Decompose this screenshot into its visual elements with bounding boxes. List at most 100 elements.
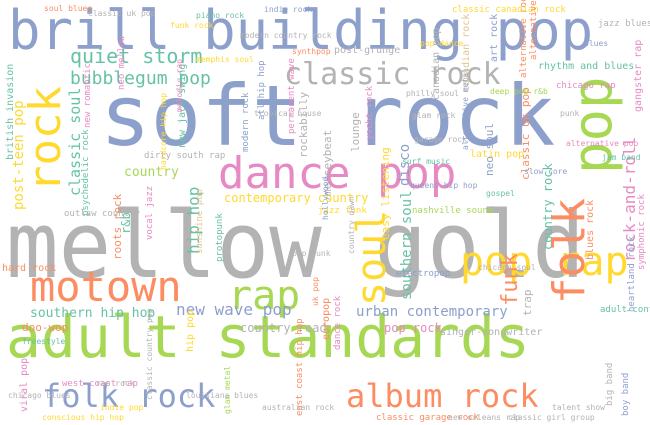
cloud-word: mellow gold <box>6 192 585 299</box>
cloud-word: electropop <box>396 269 451 279</box>
cloud-word: easy listening <box>379 147 392 240</box>
cloud-word: hard rock <box>2 263 57 274</box>
cloud-word: philly soul <box>406 89 459 98</box>
cloud-word: country dawn <box>347 196 356 254</box>
cloud-word: folk rock <box>42 377 216 415</box>
cloud-word: dirty south rap <box>144 151 226 161</box>
cloud-word: country road <box>240 321 327 335</box>
cloud-word: symphonic rock <box>637 194 647 270</box>
cloud-word: lounge <box>349 112 362 152</box>
cloud-word: singer-songwriter <box>440 327 543 338</box>
cloud-word: yacht rock <box>365 85 375 140</box>
cloud-word: soft rock <box>100 67 556 165</box>
cloud-word: alternative pop <box>566 139 639 148</box>
cloud-word: southern hip hop <box>30 306 156 321</box>
cloud-word: memphis soul <box>196 55 254 64</box>
cloud-word: hip pop <box>185 309 196 352</box>
cloud-word: classic garage rock <box>376 413 479 423</box>
cloud-word: pop punk <box>292 249 331 258</box>
cloud-word: chicago blues <box>8 391 71 400</box>
cloud-word: europop <box>321 297 332 340</box>
cloud-word: dance rock <box>333 295 343 350</box>
cloud-word: classic country pop <box>145 308 154 400</box>
cloud-word: bubblegum pop <box>70 68 211 89</box>
cloud-word: funk rock <box>170 21 214 30</box>
cloud-word: big band <box>605 362 615 406</box>
cloud-word: gospel <box>486 189 515 198</box>
cloud-word: louisiana blues <box>186 391 259 400</box>
cloud-word: synthpop <box>292 47 331 56</box>
cloud-word: australian rock <box>262 403 335 412</box>
cloud-word: country <box>124 165 179 180</box>
cloud-word: east coast hip hop <box>295 318 305 416</box>
cloud-word: classic canadian rock <box>452 5 566 15</box>
cloud-word: slow core <box>524 167 568 176</box>
cloud-word: indie rock <box>264 5 313 14</box>
cloud-word: modern country rock <box>240 31 332 40</box>
cloud-word: alternative dance <box>529 0 539 60</box>
cloud-word: tropical house <box>254 109 322 118</box>
cloud-word: funk <box>498 253 523 306</box>
cloud-word: new wave pop <box>176 300 292 319</box>
cloud-word: queens hip hop <box>410 181 478 190</box>
cloud-word: doo-wop <box>22 321 69 334</box>
cloud-word: classic uk pop <box>88 9 156 18</box>
cloud-word: surf music <box>402 157 451 166</box>
cloud-word: hardcore hip hop <box>159 92 168 170</box>
cloud-word: post-grunge <box>334 45 401 56</box>
cloud-word: urban contemporary <box>356 304 508 320</box>
cloud-word: album rock <box>346 377 539 415</box>
cloud-word: pop dance <box>420 39 464 48</box>
cloud-word: new orleans rap <box>448 413 521 422</box>
cloud-word: freestyle <box>22 337 66 346</box>
cloud-word: sunshine pop <box>195 188 205 254</box>
cloud-word: west coast rap <box>62 379 138 389</box>
cloud-word: conscious hip hop <box>42 413 124 422</box>
cloud-word: vocal jazz <box>145 185 155 240</box>
cloud-word: pop rap <box>460 239 629 285</box>
cloud-word: blues rock <box>585 199 596 260</box>
cloud-word: heartland rock <box>627 236 637 312</box>
cloud-word: rap <box>228 273 301 319</box>
cloud-word: adult contemporary <box>600 305 650 315</box>
cloud-word: brill building pop <box>8 0 594 62</box>
cloud-word: deep pop r&b <box>490 87 548 96</box>
cloud-word: dance pop <box>218 148 457 199</box>
cloud-word: melodic rap <box>175 59 184 112</box>
cloud-word: soul blues <box>44 4 93 13</box>
cloud-word: quiet storm <box>70 44 203 68</box>
cloud-word: garage rock <box>414 135 467 144</box>
cloud-word: country rock <box>541 163 555 250</box>
cloud-word: british invasion <box>5 63 16 160</box>
cloud-word: blues <box>584 39 609 48</box>
cloud-word: chicago rap <box>556 81 616 91</box>
cloud-word: jam band <box>602 153 641 162</box>
cloud-word: uk pop <box>311 277 320 306</box>
cloud-word: modern rock <box>241 92 251 152</box>
cloud-word: new romantic <box>83 62 93 128</box>
cloud-word: viral pop <box>19 357 30 412</box>
cloud-word: gangster rap <box>633 39 644 112</box>
cloud-word: punk <box>560 109 580 118</box>
cloud-word: rock <box>20 86 71 192</box>
cloud-word: nashville sound <box>412 206 494 216</box>
cloud-word: art rock <box>489 13 500 62</box>
cloud-word: glam rock <box>412 111 456 120</box>
cloud-word: glam metal <box>223 365 232 414</box>
cloud-word: adult standards <box>6 303 530 371</box>
cloud-word: trap <box>521 289 534 317</box>
cloud-word: neo mellow <box>117 35 127 90</box>
cloud-word: rhythm and blues <box>538 61 635 72</box>
cloud-word: protopunk <box>215 213 225 262</box>
cloud-word: classic girl group <box>508 413 595 422</box>
cloud-word: indie pop <box>100 403 144 412</box>
cloud-word: contemporary country <box>224 191 369 205</box>
cloud-word: rockabilly <box>297 91 310 158</box>
cloud-word: hollywood <box>321 176 330 220</box>
cloud-word: outlaw country <box>64 209 140 219</box>
cloud-word: permanent wave <box>287 58 297 134</box>
cloud-word: boy band <box>621 372 631 416</box>
cloud-word: latin pop <box>470 149 525 160</box>
cloud-word: chicago soul <box>478 263 536 272</box>
